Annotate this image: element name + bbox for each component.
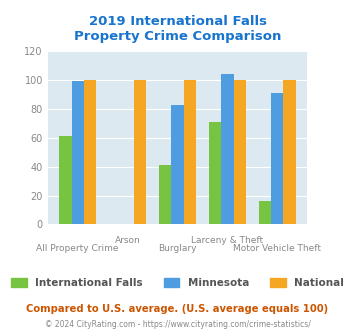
Bar — [234, 80, 246, 224]
Bar — [271, 93, 284, 224]
Text: Compared to U.S. average. (U.S. average equals 100): Compared to U.S. average. (U.S. average … — [26, 304, 329, 314]
Text: All Property Crime: All Property Crime — [37, 244, 119, 253]
Bar — [134, 80, 146, 224]
Text: © 2024 CityRating.com - https://www.cityrating.com/crime-statistics/: © 2024 CityRating.com - https://www.city… — [45, 319, 310, 329]
Bar — [284, 80, 296, 224]
Bar — [159, 165, 171, 224]
Bar — [59, 136, 71, 224]
Bar — [221, 74, 234, 224]
Bar — [209, 122, 221, 224]
Bar — [171, 105, 184, 224]
Legend: International Falls, Minnesota, National: International Falls, Minnesota, National — [7, 274, 348, 292]
Text: Larceny & Theft: Larceny & Theft — [191, 236, 263, 245]
Text: Burglary: Burglary — [158, 244, 197, 253]
Bar — [184, 80, 196, 224]
Text: Motor Vehicle Theft: Motor Vehicle Theft — [233, 244, 321, 253]
Title: 2019 International Falls
Property Crime Comparison: 2019 International Falls Property Crime … — [74, 15, 281, 43]
Bar — [84, 80, 97, 224]
Text: Arson: Arson — [115, 236, 141, 245]
Bar — [258, 201, 271, 224]
Bar — [71, 82, 84, 224]
